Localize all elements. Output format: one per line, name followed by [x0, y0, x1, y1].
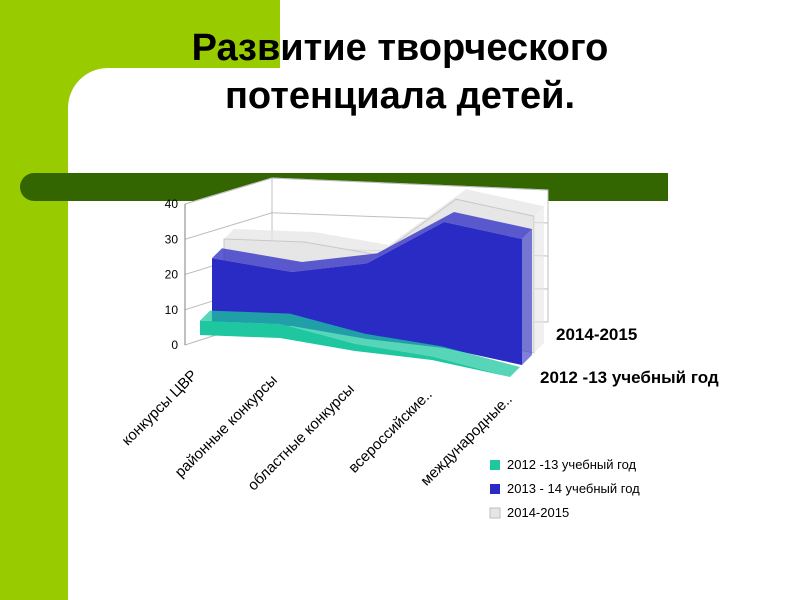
x-category-label: международные..: [417, 391, 515, 489]
series-2012-area: [200, 320, 510, 377]
series-2013-area-end: [522, 229, 532, 365]
legend-swatch: [489, 507, 501, 519]
y-tick-label: 10: [165, 303, 179, 317]
depth-axis-label: 2014-2015: [556, 325, 637, 344]
x-category-label: всероссийские..: [345, 386, 436, 477]
series-2014-area-top: [224, 189, 544, 255]
legend-label: 2014-2015: [507, 505, 569, 520]
series-2012-area-top: [200, 310, 520, 377]
y-tick-label: 0: [171, 338, 178, 352]
y-tick-label: 30: [165, 232, 179, 246]
legend-label: 2012 -13 учебный год: [507, 457, 637, 472]
legend-label: 2013 - 14 учебный год: [507, 481, 640, 496]
y-tick-label: 40: [165, 197, 179, 211]
y-tick-label: 20: [165, 268, 179, 282]
series-2013-area: [212, 222, 522, 365]
slide-title: Развитие творческого потенциала детей.: [100, 24, 700, 120]
series-2014-area-end: [534, 206, 544, 353]
x-category-label: конкурсы ЦВР: [119, 367, 201, 449]
title-line-2: потенциала детей.: [224, 75, 575, 117]
gridline: [184, 212, 273, 240]
gridline: [271, 177, 549, 191]
depth-axis-label: 2012 -13 учебный год: [540, 368, 719, 387]
legend-swatch: [490, 460, 500, 470]
legend-swatch: [490, 484, 500, 494]
series-2013-area-top: [212, 212, 532, 272]
gridline: [184, 177, 273, 205]
title-line-1: Развитие творческого: [191, 27, 609, 69]
